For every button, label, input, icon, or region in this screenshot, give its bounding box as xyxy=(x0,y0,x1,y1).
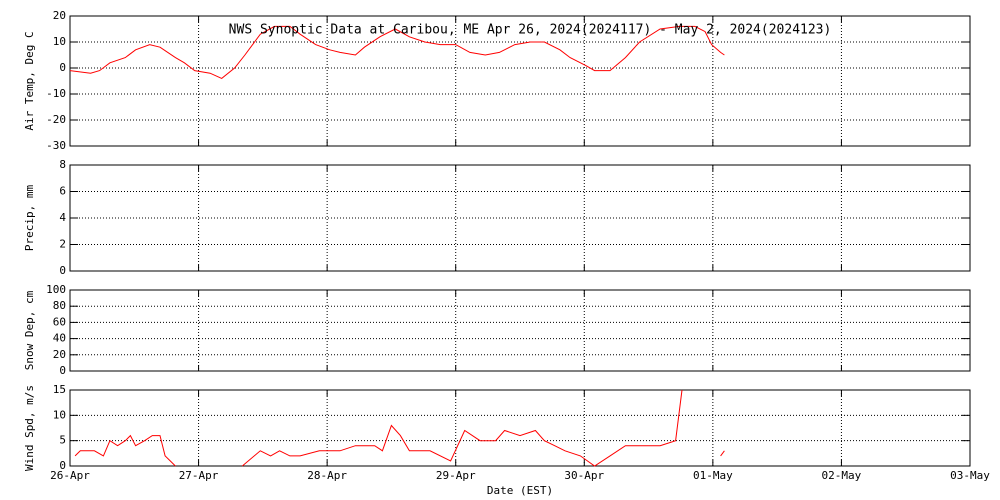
y-tick-label: 100 xyxy=(46,283,66,296)
y-tick-label: 60 xyxy=(53,315,66,328)
y-tick-label: -10 xyxy=(46,87,66,100)
y-tick-label: 2 xyxy=(59,238,66,251)
data-line xyxy=(69,25,725,79)
x-tick-label: 01-May xyxy=(693,469,733,482)
x-tick-label: 26-Apr xyxy=(50,469,90,482)
y-tick-label: 4 xyxy=(59,211,66,224)
y-tick-label: 0 xyxy=(59,364,66,377)
y-tick-label: 40 xyxy=(53,332,66,345)
y-tick-label: 20 xyxy=(53,9,66,22)
y-tick-label: 10 xyxy=(53,408,66,421)
y-tick-label: 8 xyxy=(59,158,66,171)
y-tick-label: 6 xyxy=(59,185,66,198)
plot-frame xyxy=(69,15,971,147)
x-tick-label: 03-May xyxy=(950,469,990,482)
y-tick-label: 80 xyxy=(53,299,66,312)
y-tick-label: 0 xyxy=(59,459,66,472)
plot-frame xyxy=(69,389,971,467)
plot-frame xyxy=(69,164,971,272)
y-tick-label: 0 xyxy=(59,264,66,277)
x-tick-label: 28-Apr xyxy=(307,469,347,482)
x-tick-label: 02-May xyxy=(822,469,862,482)
y-axis-label: Air Temp, Deg C xyxy=(23,31,36,130)
y-tick-label: 10 xyxy=(53,35,66,48)
y-tick-label: 0 xyxy=(59,61,66,74)
y-tick-label: 5 xyxy=(59,434,66,447)
y-tick-label: -30 xyxy=(46,139,66,152)
y-tick-label: 15 xyxy=(53,383,66,396)
x-tick-label: 29-Apr xyxy=(436,469,476,482)
x-axis-label: Date (EST) xyxy=(487,484,553,497)
data-line xyxy=(74,389,725,467)
x-tick-label: 30-Apr xyxy=(564,469,604,482)
chart-title: NWS Synoptic Data at Caribou, ME Apr 26,… xyxy=(229,23,832,38)
y-tick-label: 20 xyxy=(53,348,66,361)
x-tick-label: 27-Apr xyxy=(179,469,219,482)
plot-frame xyxy=(69,289,971,372)
y-axis-label: Snow Dep, cm xyxy=(23,290,36,370)
y-axis-label: Wind Spd, m/s xyxy=(23,385,36,471)
y-axis-label: Precip, mm xyxy=(23,185,36,252)
y-tick-label: -20 xyxy=(46,113,66,126)
